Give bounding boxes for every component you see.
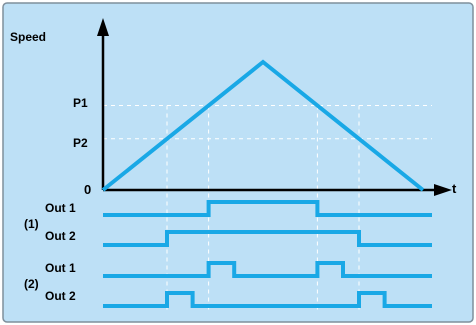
output-signals <box>103 200 432 308</box>
group2-out2-label: Out 2 <box>45 289 76 303</box>
signal-line-3 <box>103 261 432 278</box>
signal-line-1 <box>103 200 432 217</box>
level-label-p2: P2 <box>73 136 88 150</box>
group1-out1-label: Out 1 <box>45 201 76 215</box>
group-label-1: (1) <box>24 217 39 231</box>
speed-profile-line <box>101 59 425 192</box>
group2-out1-label: Out 1 <box>45 261 76 275</box>
y-axis-arrow-icon <box>97 18 109 36</box>
x-axis-arrow-icon <box>434 184 452 196</box>
signal-line-2 <box>103 230 432 247</box>
x-axis-label: t <box>452 181 457 196</box>
signal-line-4 <box>103 291 432 308</box>
origin-label: 0 <box>84 182 91 197</box>
group1-out2-label: Out 2 <box>45 229 76 243</box>
diagram-background <box>2 2 474 323</box>
axes <box>97 18 452 196</box>
level-label-p1: P1 <box>73 96 88 110</box>
y-axis-label: Speed <box>10 30 46 44</box>
group-label-2: (2) <box>24 277 39 291</box>
